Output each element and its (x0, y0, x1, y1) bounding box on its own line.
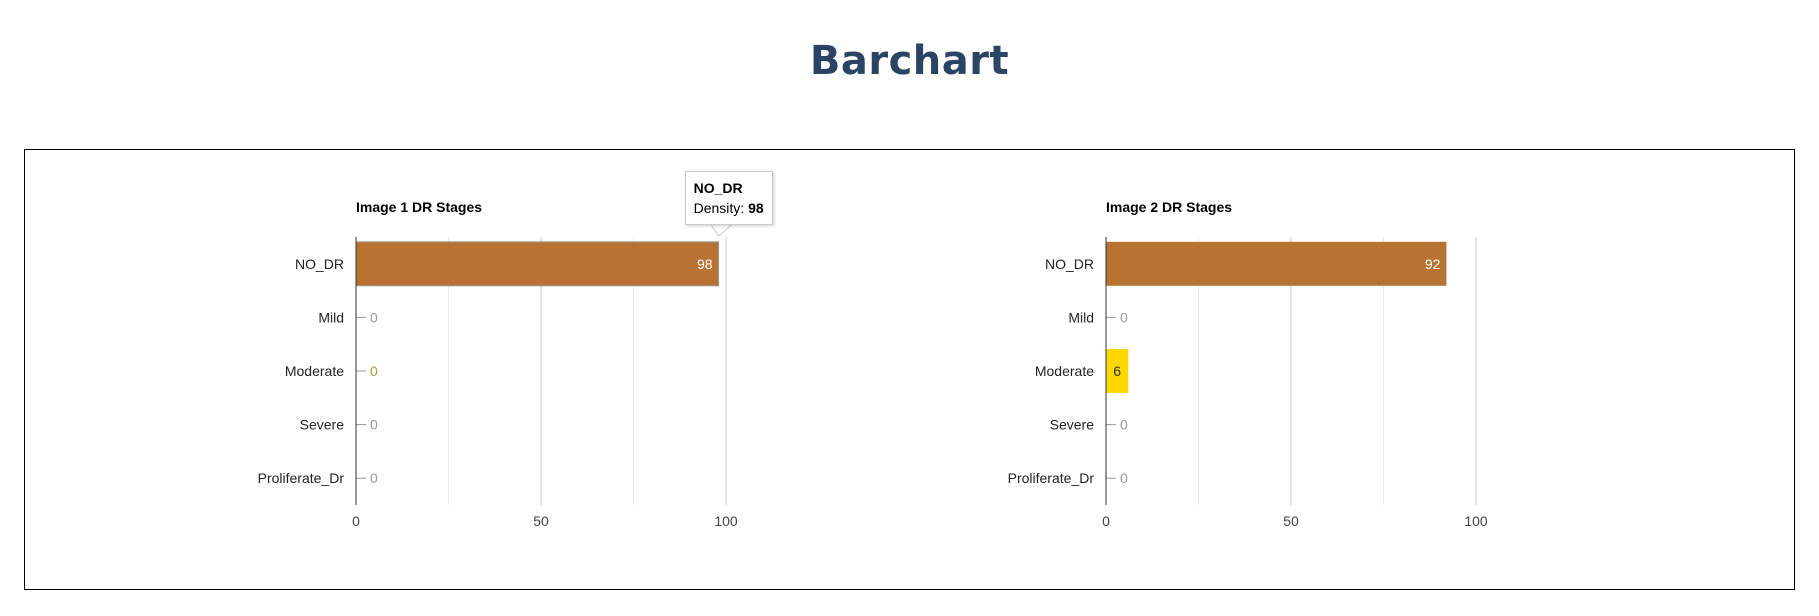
category-label: NO_DR (1045, 256, 1094, 272)
bar-value-label: 98 (697, 256, 713, 272)
tooltip-title: NO_DR (693, 180, 743, 196)
category-label: Mild (318, 309, 344, 325)
tooltip-row: Density: 98 (693, 200, 764, 216)
bar[interactable] (1106, 349, 1129, 393)
category-label: Moderate (285, 363, 344, 379)
chart-container (24, 149, 1795, 590)
tooltip-value: 98 (748, 200, 764, 216)
x-tick-label: 50 (1283, 513, 1299, 529)
bar[interactable] (355, 241, 720, 287)
chart-tooltip: NO_DR Density: 98 (684, 171, 773, 225)
tooltip-series-label: Density (693, 200, 741, 216)
chart-title: Image 1 DR Stages (356, 199, 482, 215)
category-label: NO_DR (295, 256, 344, 272)
bar-value-label: 6 (1113, 363, 1121, 379)
bar-value-label: 0 (1120, 470, 1128, 486)
page-title: Barchart (809, 38, 1010, 84)
category-label: Mild (1068, 309, 1094, 325)
bar-value-label: 0 (370, 417, 378, 433)
bar[interactable] (1106, 241, 1447, 286)
x-tick-label: 50 (533, 513, 549, 529)
x-tick-label: 0 (352, 513, 360, 529)
category-label: Moderate (1035, 363, 1094, 379)
bar-value-label: 0 (1120, 417, 1128, 433)
x-tick-label: 100 (714, 513, 738, 529)
chart-title: Image 2 DR Stages (1106, 199, 1232, 215)
category-label: Severe (300, 417, 345, 433)
bar-value-label: 0 (370, 309, 378, 325)
category-label: Proliferate_Dr (1008, 470, 1095, 486)
category-label: Proliferate_Dr (258, 470, 345, 486)
x-tick-label: 0 (1102, 513, 1110, 529)
bar-value-label: 92 (1425, 256, 1441, 272)
bar-value-label: 0 (370, 363, 378, 379)
tooltip-pointer (710, 223, 733, 237)
category-label: Severe (1050, 417, 1095, 433)
bar-value-label: 0 (1120, 309, 1128, 325)
x-tick-label: 100 (1464, 513, 1488, 529)
bar-value-label: 0 (370, 470, 378, 486)
